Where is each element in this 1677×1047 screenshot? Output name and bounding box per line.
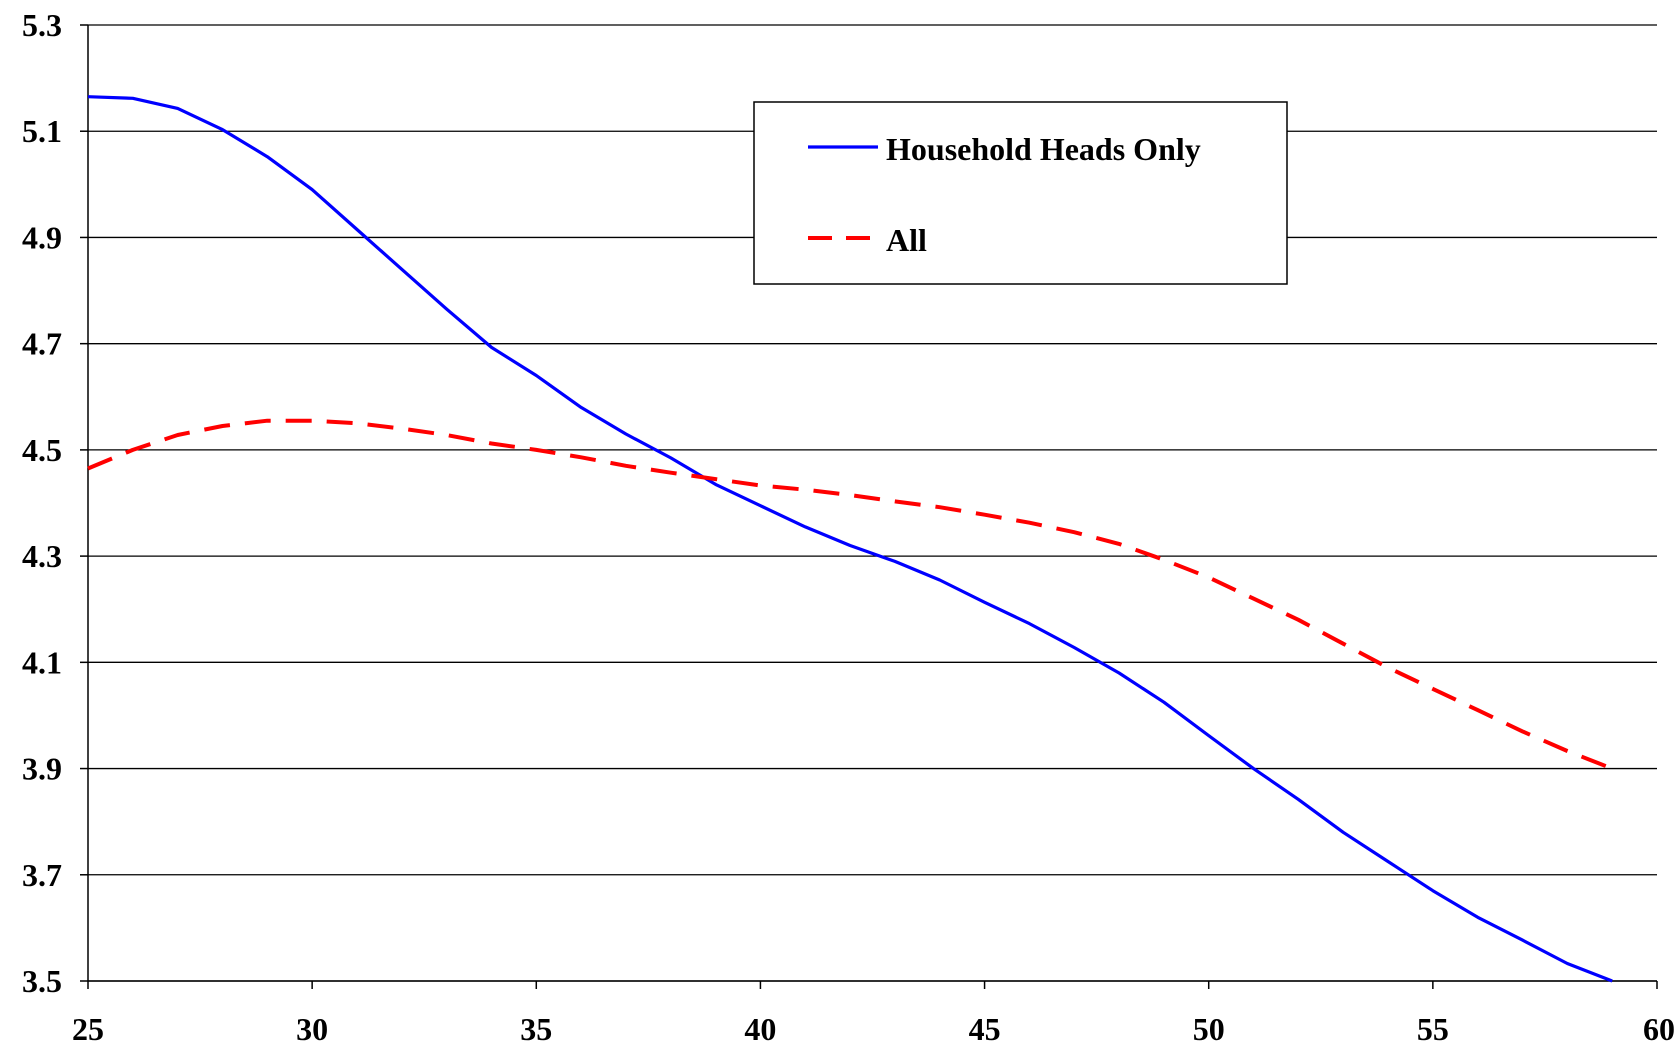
y-tick-label-8: 5.1 [22,113,62,149]
data-series [87,95,1613,983]
y-tick-label-0: 3.5 [22,963,62,999]
x-tick-label-4: 45 [969,1011,1001,1047]
legend-label-all: All [886,222,927,258]
x-tick-label-3: 40 [744,1011,776,1047]
x-tick-label-1: 30 [296,1011,328,1047]
x-axis-tick-labels: 25 30 35 40 45 50 55 60 [72,1011,1675,1047]
x-tick-label-5: 50 [1193,1011,1225,1047]
series-line-all [87,418,1613,771]
x-tick-label-0: 25 [72,1011,104,1047]
y-axis-tick-labels: 3.5 3.7 3.9 4.1 4.3 4.5 4.7 4.9 5.1 5.3 [22,7,62,999]
y-tick-label-3: 4.1 [22,644,62,680]
y-tick-label-1: 3.7 [22,857,62,893]
legend-label-household-heads-only: Household Heads Only [886,131,1201,167]
series-line-household-heads-only [87,95,1613,983]
y-tick-label-2: 3.9 [22,751,62,787]
x-tick-label-7: 60 [1643,1011,1675,1047]
x-tick-label-6: 55 [1417,1011,1449,1047]
x-tick-label-2: 35 [520,1011,552,1047]
legend-box [753,101,1288,285]
y-tick-label-4: 4.3 [22,538,62,574]
y-tick-label-5: 4.5 [22,432,62,468]
gridlines [88,24,1657,982]
legend: Household Heads Only All [753,101,1288,285]
y-tick-label-9: 5.3 [22,7,62,43]
y-tick-label-6: 4.7 [22,326,62,362]
y-tick-label-7: 4.9 [22,219,62,255]
axes [80,24,1658,989]
